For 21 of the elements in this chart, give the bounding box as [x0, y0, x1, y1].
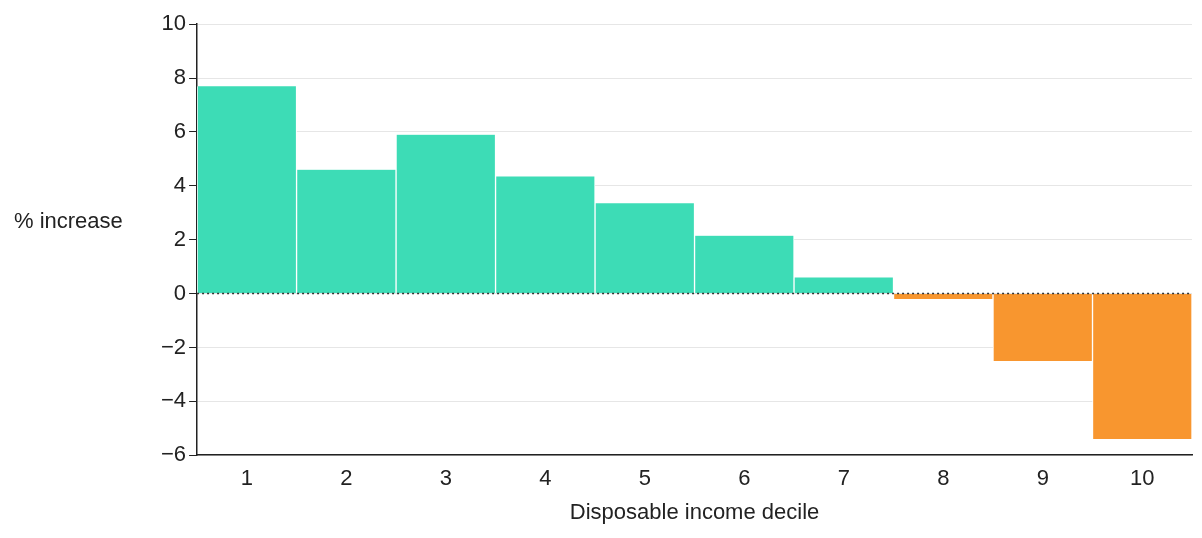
y-tick-label: −2	[160, 333, 187, 359]
x-tick-label: 7	[837, 465, 850, 491]
x-tick-label: 2	[340, 465, 353, 491]
x-tick-label: 1	[240, 465, 253, 491]
y-tick-label: −6	[160, 441, 187, 467]
y-tick-label: 0	[173, 279, 187, 305]
y-tick-label: 2	[173, 225, 187, 251]
x-axis-title: Disposable income decile	[569, 498, 820, 524]
y-tick-label: −4	[160, 387, 187, 413]
y-tick-label: 8	[173, 64, 187, 90]
x-tick-label: 10	[1130, 465, 1155, 491]
x-tick-label: 6	[738, 465, 751, 491]
y-tick-label: 4	[173, 171, 187, 197]
y-axis-title: % increase	[14, 207, 123, 233]
x-tick-label: 8	[937, 465, 950, 491]
x-tick-label: 9	[1036, 465, 1049, 491]
x-tick-label: 3	[439, 465, 452, 491]
x-tick-label: 5	[638, 465, 651, 491]
y-tick-label: 10	[161, 10, 187, 36]
y-tick-label: 6	[173, 118, 187, 144]
x-tick-label: 4	[539, 465, 552, 491]
